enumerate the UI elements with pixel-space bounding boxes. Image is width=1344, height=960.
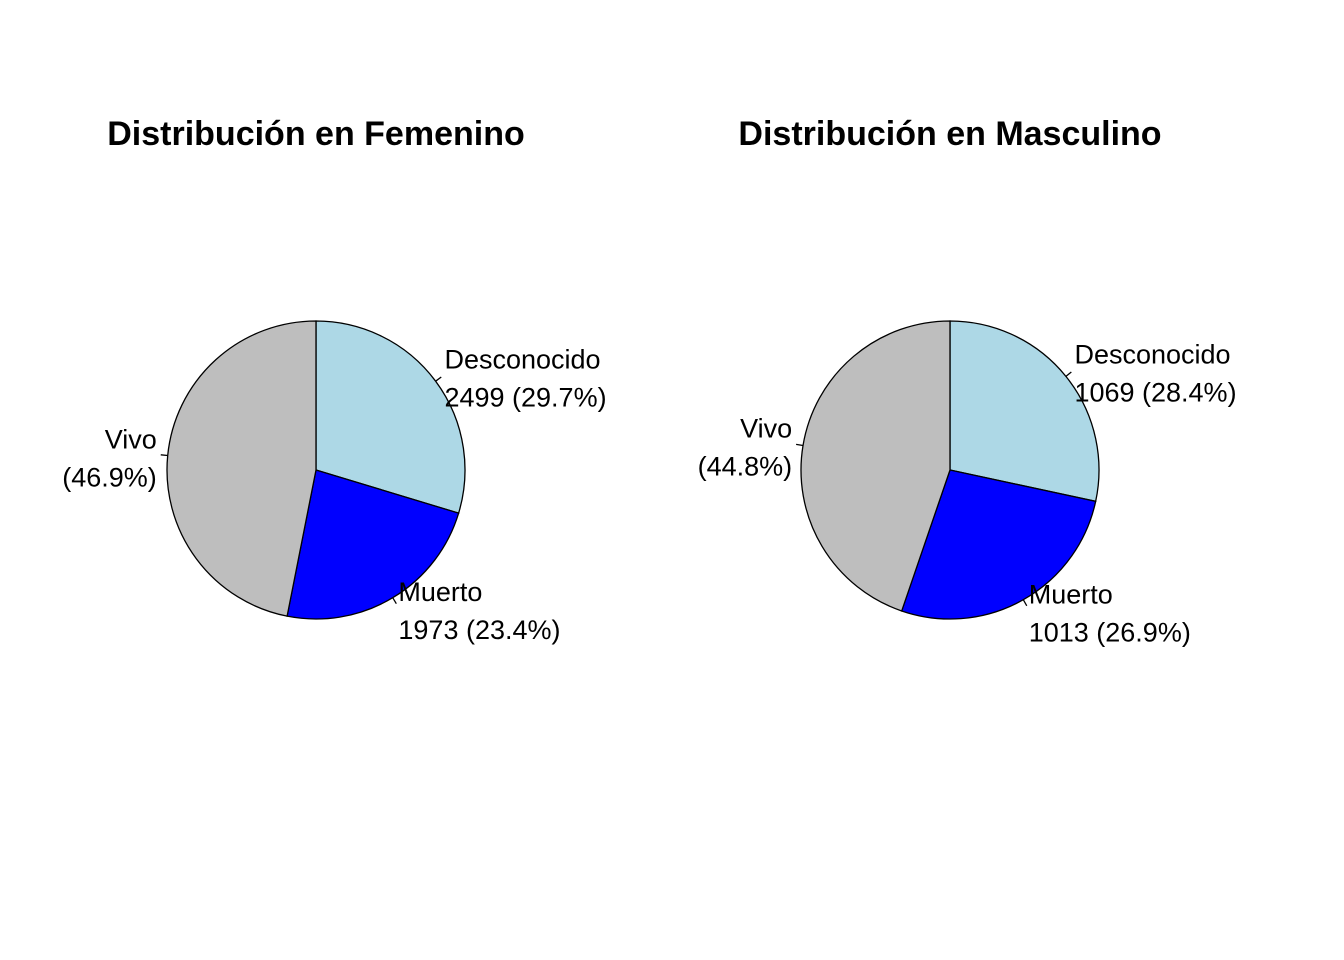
- pie-labels-femenino: Desconocido 2499 (29.7%) Muerto 1973 (23.4%…: [62, 345, 606, 646]
- pie-label-desconocido-masculino: Desconocido 1069 (28.4%): [1074, 339, 1236, 407]
- pie-slices-femenino: [166, 320, 466, 620]
- pie-label-name: Desconocido: [1074, 339, 1230, 369]
- pie-label-value: 1069 (28.4%): [1074, 377, 1236, 407]
- pie-label-muerto-masculino: Muerto 1013 (26.9%): [1029, 579, 1191, 647]
- pie-label-value: 1973 (23.4%): [398, 615, 560, 645]
- chart-title-masculino: Distribución en Masculino: [738, 115, 1161, 153]
- pie-label-value: (46.9%): [62, 462, 157, 492]
- pie-label-tick-muerto-femenino: [392, 597, 397, 605]
- pie-slice-muerto-masculino: [900, 469, 1097, 620]
- pie-label-value: 1013 (26.9%): [1029, 617, 1191, 647]
- pie-label-tick-vivo-femenino: [160, 454, 168, 457]
- pie-labels-masculino: Desconocido 1069 (28.4%) Muerto 1013 (26.9%…: [698, 339, 1237, 647]
- pie-label-tick-muerto-masculino: [1022, 599, 1028, 607]
- pie-label-vivo-masculino: Vivo (44.8%): [698, 414, 793, 482]
- pie-label-tick-vivo-masculino: [796, 443, 804, 447]
- pie-label-name: Vivo: [105, 424, 157, 454]
- pie-slice-vivo-masculino: [800, 320, 951, 612]
- pie-slice-vivo-femenino: [166, 320, 317, 617]
- pie-label-value: (44.8%): [698, 452, 793, 482]
- pie-label-muerto-femenino: Muerto 1973 (23.4%): [398, 577, 560, 645]
- pie-label-name: Vivo: [740, 414, 792, 444]
- pie-slices-masculino: [800, 320, 1100, 620]
- pie-label-name: Muerto: [1029, 579, 1113, 609]
- pie-label-name: Muerto: [398, 577, 482, 607]
- pie-chart-femenino: Distribución en Femenino Desconocido 2499…: [62, 115, 606, 645]
- pie-label-value: 2499 (29.7%): [444, 383, 606, 413]
- pie-chart-masculino: Distribución en Masculino Desconocido 106…: [698, 115, 1237, 647]
- pie-label-tick-desconocido-femenino: [435, 376, 442, 382]
- pie-label-name: Desconocido: [444, 345, 600, 375]
- pie-label-tick-desconocido-masculino: [1065, 371, 1072, 377]
- pie-label-desconocido-femenino: Desconocido 2499 (29.7%): [444, 345, 606, 413]
- chart-title-femenino: Distribución en Femenino: [107, 115, 524, 153]
- pie-label-vivo-femenino: Vivo (46.9%): [62, 424, 157, 492]
- pie-slice-desconocido-masculino: [949, 320, 1100, 503]
